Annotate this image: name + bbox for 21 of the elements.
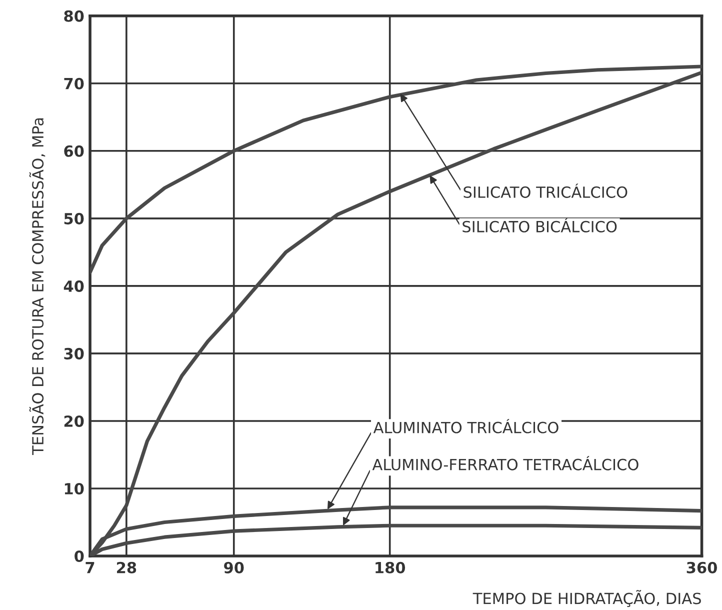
annotation: ALUMINO-FERRATO TETRACÁLCICO xyxy=(372,456,638,470)
y-tick-label: 30 xyxy=(64,348,84,360)
y-tick-label: 20 xyxy=(64,415,84,427)
x-tick-label: 7 xyxy=(86,562,94,574)
y-tick-label: 70 xyxy=(64,78,84,90)
y-tick-label: 80 xyxy=(64,10,84,22)
y-tick-label: 0 xyxy=(74,550,84,562)
annotation: SILICATO TRICÁLCICO xyxy=(464,184,628,198)
x-tick-label: 180 xyxy=(376,562,406,574)
line-series xyxy=(90,64,702,274)
annotation: SILICATO BICÁLCICO xyxy=(462,218,617,232)
annotation: ALUMINATO TRICÁLCICO xyxy=(373,418,558,434)
x-tick-label: 90 xyxy=(224,562,244,574)
x-tick-label: 360 xyxy=(686,562,717,574)
y-tick-label: 40 xyxy=(64,280,84,292)
y-tick-label: 10 xyxy=(64,482,84,495)
x-axis-title: TEMPO DE HIDRATAÇÃO, DIAS xyxy=(472,590,701,607)
y-axis-title: TENSÃO DE ROTURA EM COMPRESSÃO, MPa xyxy=(29,118,46,455)
y-tick-label: 50 xyxy=(64,212,84,224)
x-tick-label: 28 xyxy=(117,562,136,574)
y-tick-label: 60 xyxy=(64,145,84,157)
